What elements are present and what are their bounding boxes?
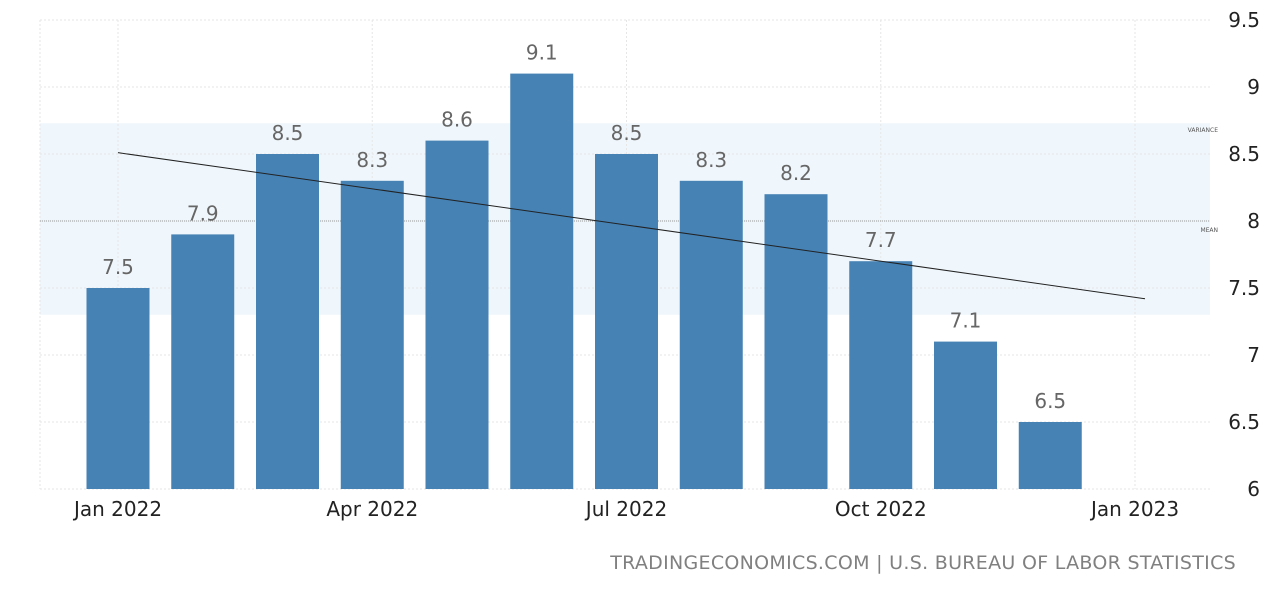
- bar: [425, 140, 489, 489]
- data-label: 7.1: [950, 309, 982, 333]
- data-label: 8.5: [611, 121, 643, 145]
- data-label: 7.5: [102, 255, 134, 279]
- bar: [340, 180, 404, 490]
- trendline-layer: [117, 152, 1146, 300]
- bar-layer: [86, 73, 1082, 490]
- data-label: 8.3: [695, 148, 727, 172]
- bar: [1018, 422, 1082, 489]
- mean-label: MEAN: [1200, 227, 1218, 234]
- data-label: 8.2: [780, 161, 812, 185]
- y-tick-label: 6.5: [1228, 410, 1260, 434]
- bar: [764, 194, 828, 489]
- y-tick-label: 9: [1247, 75, 1260, 99]
- data-label: 9.1: [526, 41, 558, 65]
- y-tick-label: 8: [1247, 209, 1260, 233]
- x-tick-label: Jul 2022: [584, 497, 667, 521]
- trendline: [117, 152, 1146, 300]
- x-tick-label: Jan 2023: [1089, 497, 1179, 521]
- x-tick-label: Oct 2022: [835, 497, 927, 521]
- y-tick-label: 7.5: [1228, 276, 1260, 300]
- data-label: 8.3: [356, 148, 388, 172]
- data-label: 8.6: [441, 108, 473, 132]
- x-tick-label: Apr 2022: [326, 497, 418, 521]
- data-label: 8.5: [272, 121, 304, 145]
- y-tick-label: 8.5: [1228, 142, 1260, 166]
- data-label: 6.5: [1034, 389, 1066, 413]
- axis-layer: 6 6.5 7 7.5 8 8.5 9 9.5 Jan 2022 Apr 2022 Jul 2022…: [72, 8, 1260, 521]
- y-tick-label: 9.5: [1228, 8, 1260, 32]
- variance-label: VARIANCE: [1188, 127, 1219, 134]
- bar: [934, 341, 997, 489]
- bar: [171, 234, 235, 489]
- data-label-layer: 7.5 7.9 8.5 8.3 8.6 9.1 8.5 8.3 8.2 7.7 7.1 6.5: [102, 41, 1066, 413]
- bar: [510, 73, 574, 489]
- data-label: 7.7: [865, 228, 897, 252]
- bar: [679, 180, 743, 490]
- bar: [595, 154, 658, 489]
- y-tick-label: 7: [1247, 343, 1260, 367]
- bar: [256, 154, 319, 489]
- y-tick-label: 6: [1247, 477, 1260, 501]
- x-tick-label: Jan 2022: [72, 497, 162, 521]
- bar: [849, 261, 913, 489]
- data-label: 7.9: [187, 201, 219, 225]
- source-credit: TRADINGECONOMICS.COM | U.S. BUREAU OF LA…: [610, 552, 1236, 574]
- bar: [86, 288, 150, 489]
